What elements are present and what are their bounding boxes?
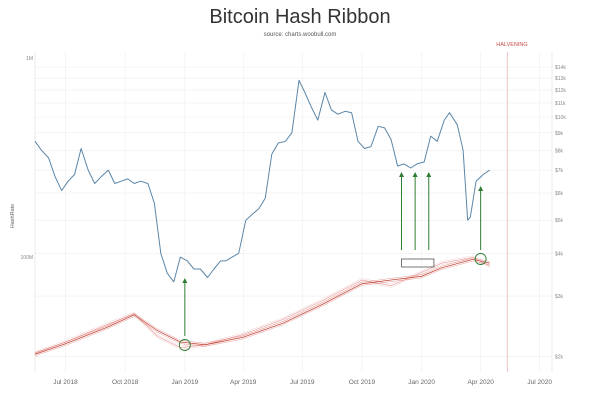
y-tick-label-right: $7k [555, 168, 564, 174]
y-axis-left: 1M 100M [20, 56, 33, 261]
annotations [178, 172, 487, 351]
price-line [34, 79, 490, 283]
annotation-box [401, 258, 435, 268]
annotation-arrow-head [399, 172, 405, 177]
x-tick-label: Oct 2019 [349, 379, 376, 386]
ribbon-60d-line [34, 257, 490, 353]
x-tick-label: Jan 2019 [171, 379, 198, 386]
chart-subtitle: source: charts.woobull.com [263, 32, 337, 38]
y-tick-label-right: $4k [555, 251, 564, 257]
hash-ribbon [34, 255, 490, 357]
x-tick-label: Apr 2020 [467, 379, 494, 386]
price-series-line [34, 79, 490, 283]
y-axis-right: $14k $13k $12k $11k $10k $9k $8k $7k $6k $5k $4k $3… [555, 65, 566, 360]
y-axis-title: HashRate [10, 204, 16, 228]
annotation-circle [178, 339, 191, 351]
y-tick-label-right: $9k [555, 131, 564, 137]
annotation-circle [474, 253, 487, 265]
y-tick-label-right: $3k [555, 294, 564, 300]
y-tick-label-right: $2k [555, 354, 564, 360]
x-tick-label: Jul 2018 [53, 379, 78, 386]
y-tick-label-right: $5k [555, 218, 564, 224]
x-tick-label: Jul 2019 [290, 379, 315, 386]
x-tick-label: Jan 2020 [408, 379, 435, 386]
y-tick-label-right: $10k [555, 115, 566, 121]
annotation-arrow-head [426, 172, 432, 177]
y-tick-label-right: $11k [555, 101, 566, 107]
y-tick-label-right: $6k [555, 191, 564, 197]
x-tick-label: Jul 2020 [527, 379, 552, 386]
chart-title: Bitcoin Hash Ribbon [209, 6, 391, 28]
annotation-arrow-head [478, 186, 484, 191]
ribbon-60d-line [34, 260, 490, 357]
x-axis: Jul 2018 Oct 2018 Jan 2019 Apr 2019 Jul 2019… [53, 379, 552, 386]
ribbon-30d-line [34, 257, 490, 354]
halvening-label: HALVENING [496, 42, 527, 48]
annotation-arrow-head [182, 278, 188, 283]
y-tick-label-right: $8k [555, 148, 564, 154]
ribbon-60d-line [34, 258, 490, 355]
y-tick-label-right: $13k [555, 76, 566, 82]
y-tick-label-right: $14k [555, 65, 566, 71]
x-tick-label: Apr 2019 [230, 379, 257, 386]
y-tick-label-right: $12k [555, 88, 566, 94]
ribbon-30d-line [34, 255, 490, 352]
x-tick-label: Oct 2018 [112, 379, 139, 386]
y-tick-label-left: 100M [20, 255, 33, 261]
grid-lines [34, 52, 553, 372]
y-tick-label-left: 1M [26, 56, 33, 62]
annotation-arrow-head [412, 172, 418, 177]
